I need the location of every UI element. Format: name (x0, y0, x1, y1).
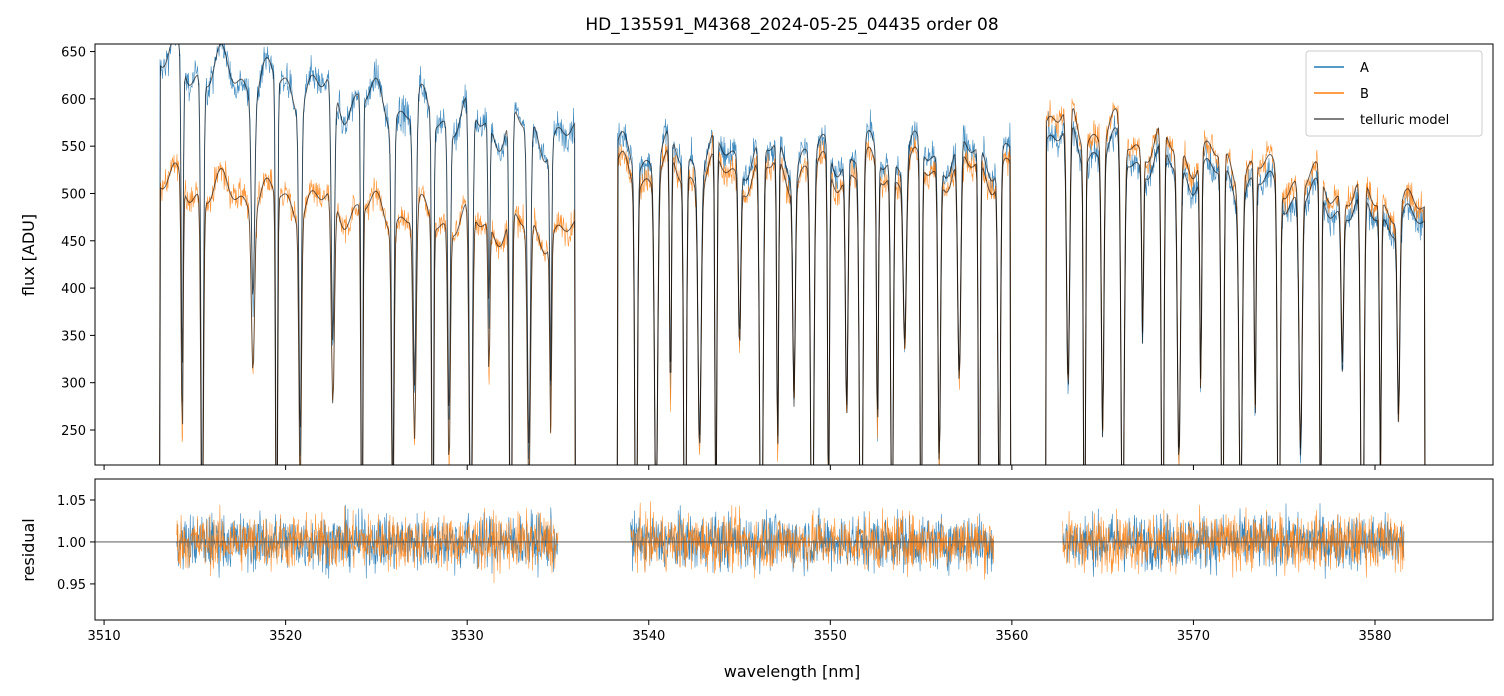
residual-x-tick-label: 3570 (1177, 629, 1210, 644)
residual-x-tick-label: 3520 (269, 629, 302, 644)
residual-y-tick-label: 0.95 (57, 578, 86, 593)
telluric-model-B-line (159, 107, 1426, 465)
residual-x-tick-label: 3580 (1358, 629, 1391, 644)
residual-x-tick-label: 3550 (814, 629, 847, 644)
flux-y-tick-label: 600 (61, 93, 86, 108)
legend-label-telluric: telluric model (1360, 113, 1449, 128)
flux-y-tick-label: 250 (61, 424, 86, 439)
flux-y-tick-label: 400 (61, 282, 86, 297)
flux-y-tick-label: 650 (61, 46, 86, 61)
flux-panel: 250 300 350 400 450 500 550 600 650 flux [ADU] A… (19, 43, 1494, 470)
residual-B-line (176, 501, 1405, 584)
flux-y-axis-label: flux [ADU] (19, 214, 38, 296)
residual-y-axis-label: residual (19, 518, 38, 581)
flux-x-ticks (103, 465, 1376, 470)
legend-box (1305, 50, 1483, 137)
flux-y-tick-label: 450 (61, 235, 86, 250)
residual-x-tick-label: 3530 (451, 629, 484, 644)
residual-x-tick-label: 3560 (995, 629, 1028, 644)
flux-y-tick-label: 350 (61, 329, 86, 344)
residual-y-ticks: 0.95 1.00 1.05 (57, 494, 95, 593)
residual-x-tick-label: 3510 (88, 629, 121, 644)
series-B-line (159, 98, 1425, 465)
legend: A B telluric model (1305, 50, 1483, 137)
flux-y-tick-label: 300 (61, 377, 86, 392)
legend-label-B: B (1360, 87, 1369, 102)
flux-y-tick-label: 500 (61, 187, 86, 202)
flux-y-tick-label: 550 (61, 140, 86, 155)
x-axis-label: wavelength [nm] (724, 662, 861, 681)
residual-x-ticks: 3510 3520 3530 3540 3550 3560 3570 3580 (88, 620, 1392, 644)
residual-y-tick-label: 1.00 (57, 536, 86, 551)
legend-label-A: A (1360, 61, 1369, 76)
residual-panel: 0.95 1.00 1.05 3510 3520 3530 3540 3550 3560 357… (19, 478, 1494, 681)
residual-x-tick-label: 3540 (632, 629, 665, 644)
telluric-model-A-line (159, 44, 1426, 465)
flux-y-ticks: 250 300 350 400 450 500 550 600 650 (61, 46, 95, 439)
flux-plot-frame (94, 43, 1494, 466)
residual-plot-frame (94, 478, 1494, 621)
residual-y-tick-label: 1.05 (57, 494, 86, 509)
chart-title: HD_135591_M4368_2024-05-25_04435 order 0… (585, 15, 998, 35)
series-A-line (159, 44, 1425, 465)
